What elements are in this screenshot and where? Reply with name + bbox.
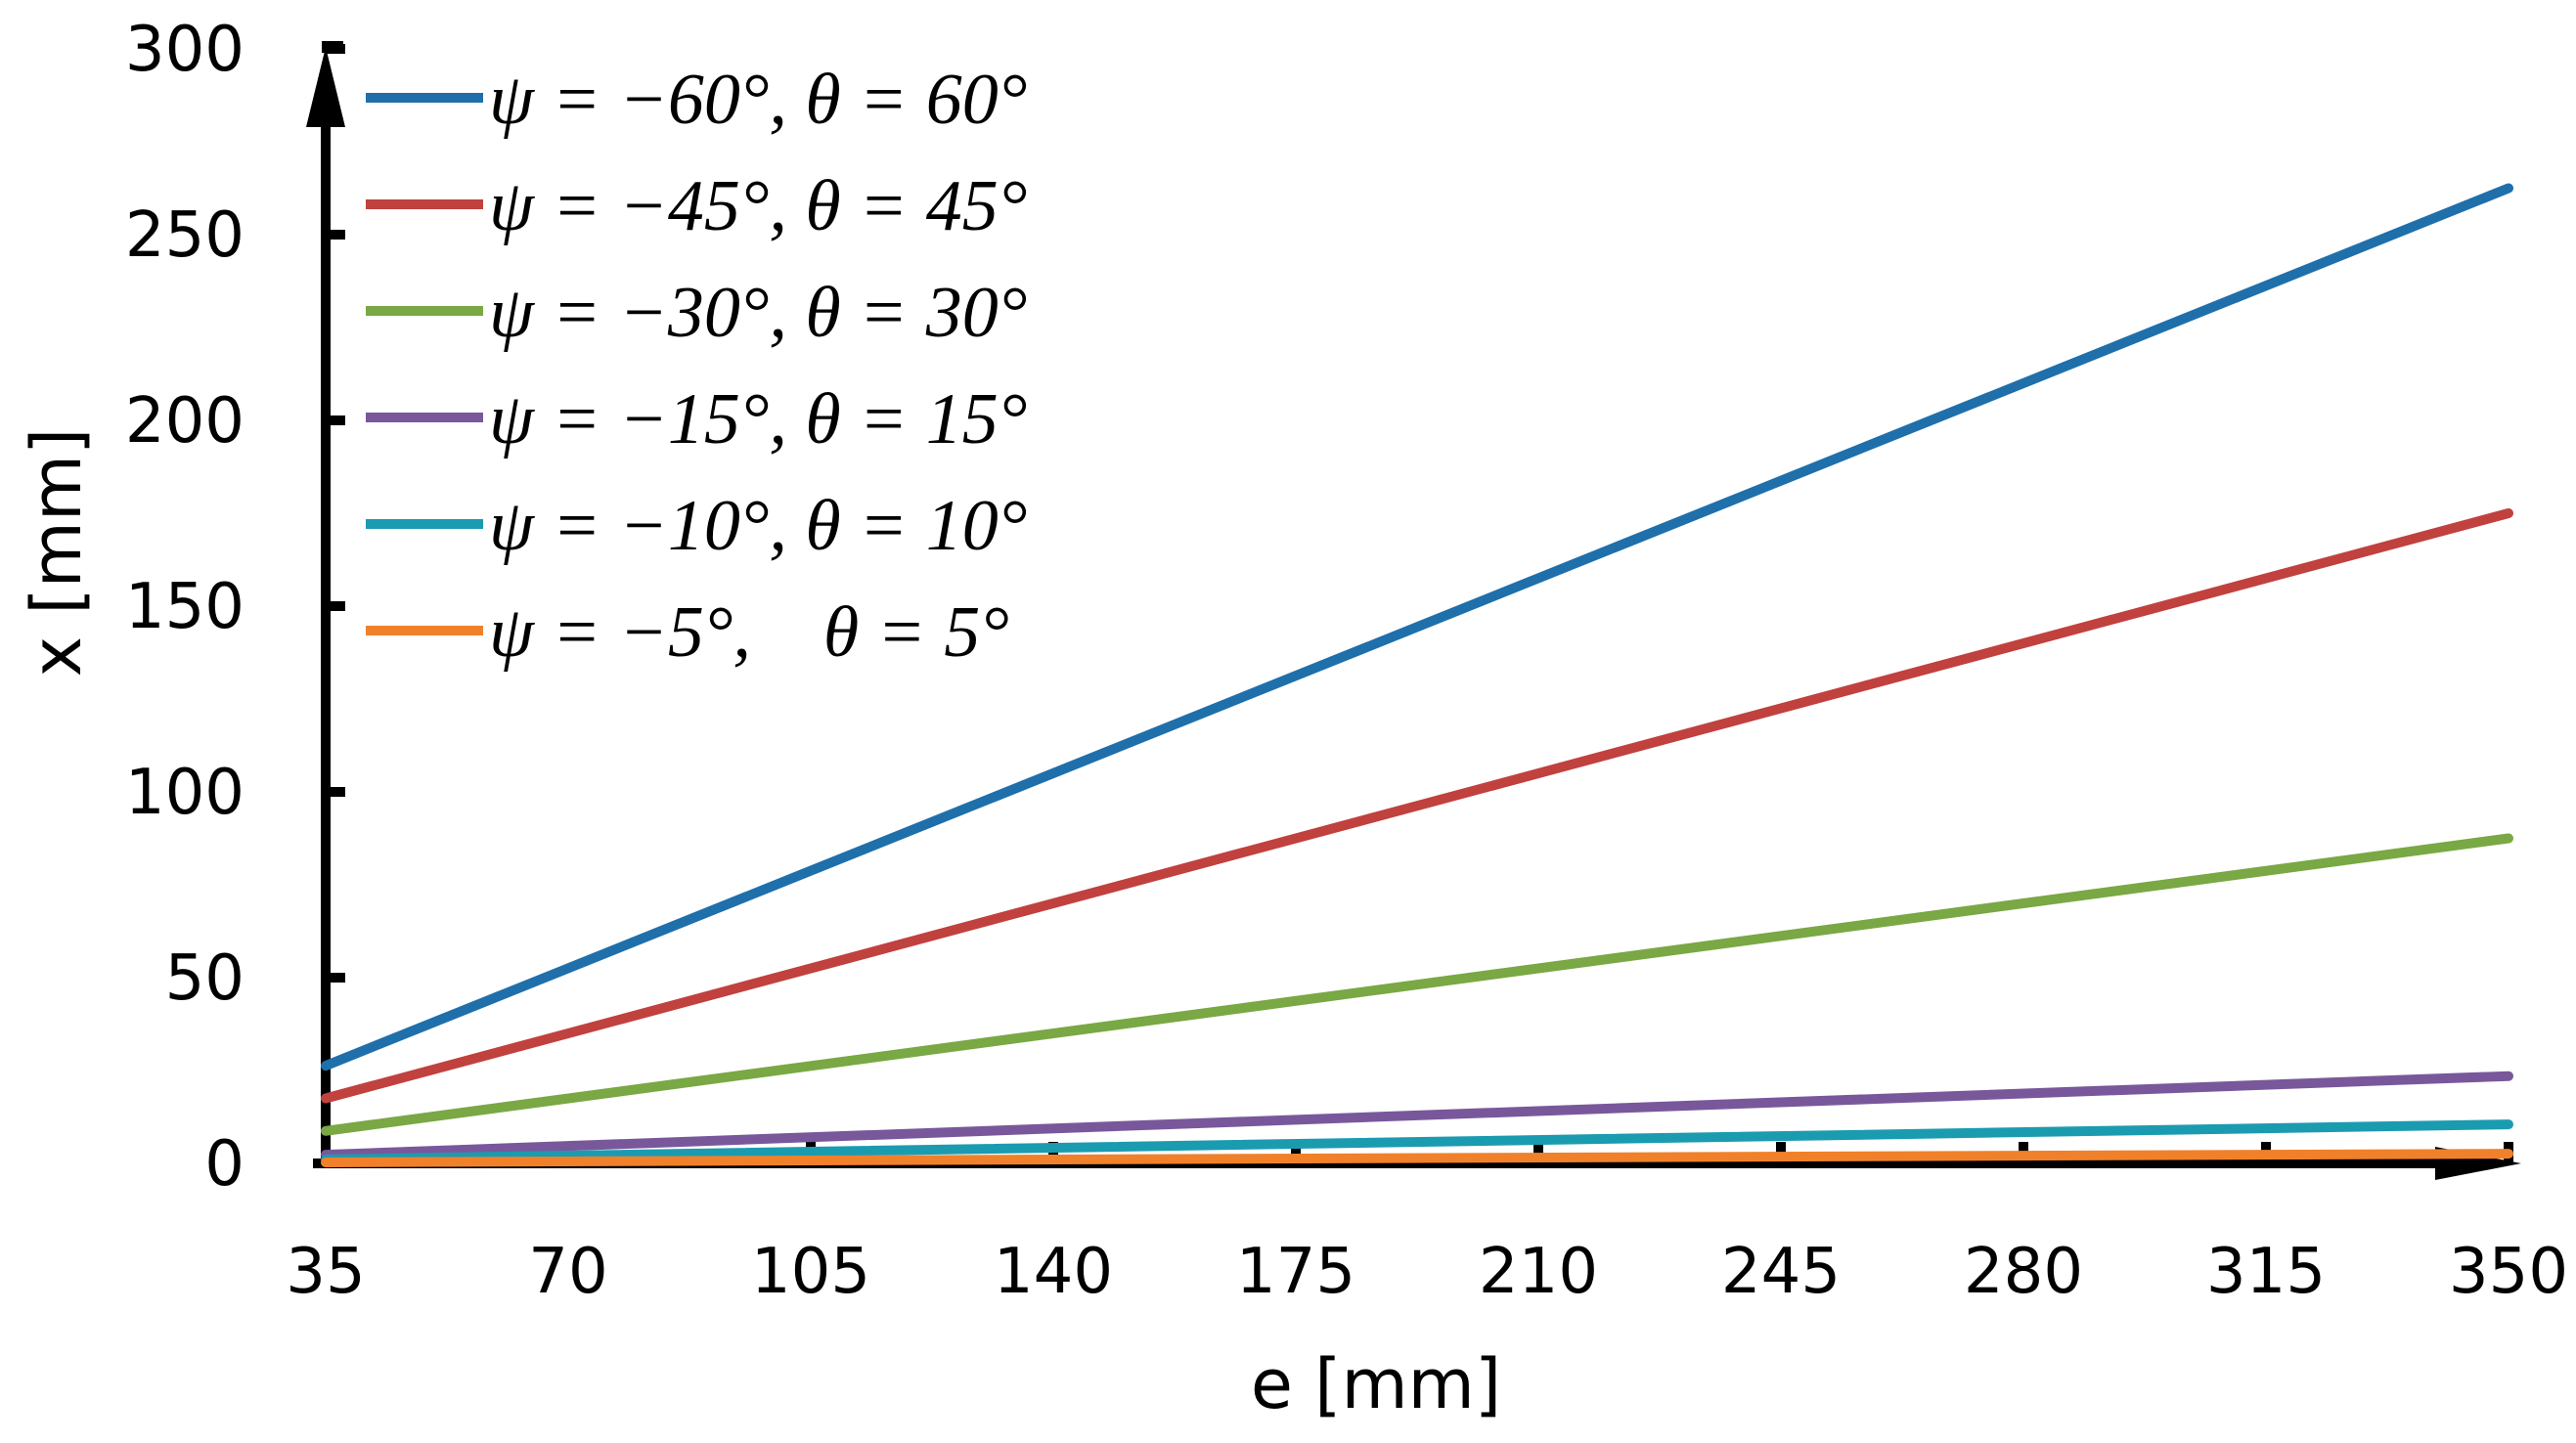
y-tick-mark [326, 601, 345, 611]
y-tick-label: 200 [125, 385, 244, 458]
y-tick-label: 250 [125, 199, 244, 272]
y-tick-mark [326, 44, 345, 54]
y-axis-arrowhead [306, 47, 345, 127]
series-line-4 [321, 1071, 2513, 1160]
x-tick-label: 245 [1721, 1236, 1841, 1308]
y-tick-label: 50 [165, 942, 244, 1015]
y-tick-label: 150 [125, 571, 244, 643]
x-tick-label: 280 [1964, 1236, 2083, 1308]
y-tick-group: 0 50 100 150 200 250 300 [125, 14, 345, 1201]
x-tick-group: 35 70 105 140 175 210 245 280 315 350 [286, 1142, 2568, 1308]
y-tick-mark [326, 230, 345, 240]
series-line-5 [321, 1119, 2513, 1164]
y-tick-mark [326, 787, 345, 797]
legend-label-6: ψ = −5°, θ = 5° [489, 592, 1009, 673]
series-line-1 [321, 183, 2513, 1071]
series-line-6 [321, 1149, 2513, 1167]
legend-label-4: ψ = −15°, θ = 15° [489, 379, 1027, 459]
series-group [321, 183, 2513, 1167]
x-axis-title: e [mm] [1251, 1344, 1501, 1424]
x-tick-label: 315 [2206, 1236, 2326, 1308]
legend: ψ = −60°, θ = 60° ψ = −45°, θ = 45° ψ = −3… [366, 60, 1027, 673]
legend-label-5: ψ = −10°, θ = 10° [489, 486, 1027, 566]
legend-label-3: ψ = −30°, θ = 30° [489, 273, 1027, 353]
legend-label-2: ψ = −45°, θ = 45° [489, 166, 1027, 246]
x-tick-mark [1533, 1142, 1543, 1163]
y-axis-title: x [mm] [17, 428, 97, 678]
x-tick-label: 350 [2449, 1236, 2568, 1308]
x-tick-label: 210 [1479, 1236, 1598, 1308]
x-tick-label: 140 [994, 1236, 1113, 1308]
y-tick-label: 100 [125, 757, 244, 829]
legend-label-1: ψ = −60°, θ = 60° [489, 60, 1027, 140]
x-tick-mark [1291, 1142, 1301, 1163]
series-line-2 [321, 508, 2513, 1104]
y-tick-label: 300 [125, 14, 244, 86]
x-tick-label: 70 [528, 1236, 607, 1308]
x-tick-label: 105 [751, 1236, 870, 1308]
y-tick-mark [326, 415, 345, 425]
series-line-3 [321, 833, 2513, 1136]
x-tick-label: 175 [1236, 1236, 1355, 1308]
x-tick-label: 35 [286, 1236, 365, 1308]
y-tick-label: 0 [204, 1128, 244, 1201]
y-tick-mark [326, 973, 345, 983]
